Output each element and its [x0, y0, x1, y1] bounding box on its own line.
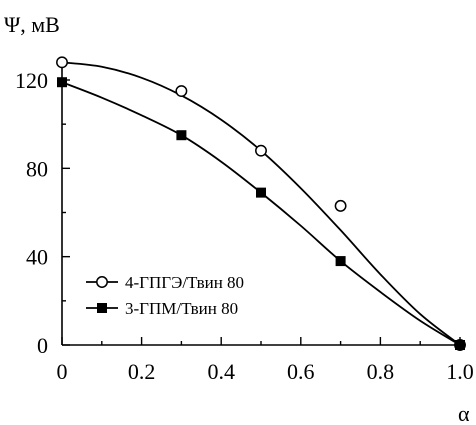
data-point-series-1	[335, 256, 346, 267]
y-tick-label: 80	[26, 156, 48, 181]
y-tick-label: 0	[37, 333, 48, 358]
legend-label-0: 4-ГПГЭ/Твин 80	[125, 273, 244, 292]
y-tick-label: 40	[26, 245, 48, 270]
x-tick-label: 1.0	[446, 359, 474, 384]
fit-curve-series-0	[61, 61, 461, 346]
data-markers	[56, 56, 466, 351]
y-axis-title: Ψ, мВ	[4, 12, 60, 37]
x-tick-label: 0.2	[128, 359, 156, 384]
legend-marker-square	[97, 303, 107, 313]
fit-curve-series-1	[61, 81, 461, 346]
x-axis-title: α	[458, 401, 470, 425]
x-tick-label: 0.4	[207, 359, 235, 384]
x-ticks: 0 0.2 0.4 0.6 0.8 1.0	[57, 337, 474, 384]
fit-curves	[61, 61, 461, 346]
x-tick-label: 0.6	[287, 359, 315, 384]
x-tick-label: 0.8	[367, 359, 395, 384]
x-tick-label: 0	[57, 359, 68, 384]
data-point-series-0	[175, 85, 188, 97]
legend-marker-circle	[96, 276, 108, 288]
data-point-series-1	[176, 130, 187, 141]
legend: 4-ГПГЭ/Твин 80 3-ГПМ/Твин 80	[86, 273, 244, 318]
data-point-series-0	[334, 199, 347, 212]
y-tick-label: 120	[15, 68, 48, 93]
axes	[61, 57, 460, 346]
data-point-series-0	[56, 56, 68, 69]
data-point-series-1	[256, 187, 266, 198]
data-point-series-0	[255, 144, 267, 157]
data-point-series-1	[455, 340, 465, 350]
legend-label-1: 3-ГПМ/Твин 80	[125, 299, 238, 318]
data-point-series-1	[57, 77, 67, 88]
legend-entry-0: 4-ГПГЭ/Твин 80	[86, 273, 244, 292]
legend-entry-1: 3-ГПМ/Твин 80	[86, 299, 238, 318]
